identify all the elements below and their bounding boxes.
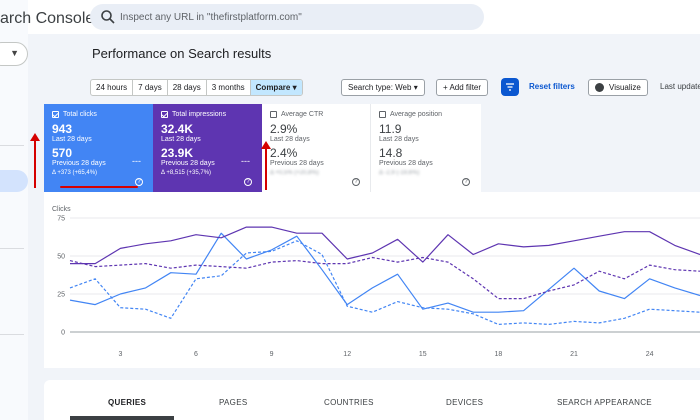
date-range-selector: 24 hours 7 days 28 days 3 months Compare…	[90, 79, 303, 96]
annotation-arrow	[261, 141, 271, 190]
filter-lines-icon	[506, 83, 514, 91]
ctr-previous-value: 2.4%	[270, 146, 298, 160]
help-icon[interactable]: ?	[244, 178, 252, 186]
range-7-days[interactable]: 7 days	[133, 80, 168, 95]
position-previous-value: 14.8	[379, 146, 403, 160]
checkbox-checked-icon	[52, 111, 59, 118]
visualize-button[interactable]: Visualize	[588, 79, 648, 96]
x-tick-label: 12	[343, 351, 351, 358]
x-tick-label: 24	[646, 351, 654, 358]
dashed-line-legend-icon: ---	[132, 156, 141, 166]
chevron-down-icon: ▾	[292, 83, 297, 92]
clicks-current-value: 943	[52, 122, 73, 136]
dimension-tabs	[44, 380, 700, 420]
tab-pages[interactable]: PAGES	[219, 398, 248, 407]
x-tick-label: 9	[270, 351, 274, 358]
impressions-delta: Δ +8,515 (+35,7%)	[161, 170, 212, 176]
left-nav	[0, 0, 28, 420]
dashed-line-legend-icon: ---	[241, 156, 250, 166]
last-updated-text: Last update	[660, 82, 700, 91]
sidebar-item-performance[interactable]	[0, 170, 28, 192]
help-icon[interactable]: ?	[352, 178, 360, 186]
metric-card-total-clicks[interactable]: Total clicks 943 Last 28 days 570 Previo…	[44, 104, 153, 192]
chevron-down-icon: ▼	[10, 48, 19, 58]
chart-card	[44, 192, 700, 368]
position-delta: Δ -2,9 (-19,6%)	[379, 170, 420, 176]
tab-devices[interactable]: DEVICES	[446, 398, 484, 407]
ctr-delta: Δ +0,5% (+20,8%)	[270, 170, 319, 176]
chevron-down-icon: ▾	[413, 83, 418, 92]
search-type-button[interactable]: Search type: Web ▾	[341, 79, 425, 96]
tab-search-appearance[interactable]: SEARCH APPEARANCE	[557, 398, 652, 407]
app-title: arch Console	[0, 10, 95, 27]
y-tick-label: 25	[57, 292, 65, 299]
y-tick-label: 50	[57, 254, 65, 261]
impressions-current-value: 32.4K	[161, 122, 194, 136]
x-tick-label: 3	[118, 351, 122, 358]
property-selector[interactable]: ▼	[0, 42, 28, 66]
compare-button[interactable]: Compare ▾	[250, 80, 302, 95]
search-icon	[101, 10, 115, 24]
x-tick-label: 6	[194, 351, 198, 358]
annotation-arrow	[30, 133, 40, 188]
range-28-days[interactable]: 28 days	[168, 80, 207, 95]
series-line-3	[69, 256, 700, 300]
nav-divider	[0, 334, 24, 335]
nav-divider	[0, 145, 24, 146]
metric-card-average-ctr[interactable]: Average CTR 2.9% Last 28 days 2.4% Previ…	[262, 104, 371, 192]
active-tab-indicator	[70, 416, 174, 420]
metric-card-total-impressions[interactable]: Total impressions 32.4K Last 28 days 23.…	[153, 104, 262, 192]
x-tick-label: 15	[419, 351, 427, 358]
nav-divider	[0, 248, 24, 249]
clicks-delta: Δ +373 (+65,4%)	[52, 170, 98, 176]
ctr-current-value: 2.9%	[270, 122, 298, 136]
reset-filters-link[interactable]: Reset filters	[529, 82, 575, 91]
x-tick-label: 18	[495, 351, 503, 358]
series-line-2	[70, 226, 700, 265]
page-title: Performance on Search results	[92, 46, 272, 61]
position-current-value: 11.9	[379, 122, 402, 136]
x-tick-label: 21	[570, 351, 578, 358]
checkbox-unchecked-icon	[379, 111, 386, 118]
range-3-months[interactable]: 3 months	[207, 80, 251, 95]
y-axis-label: Clicks	[52, 206, 71, 213]
filter-icon[interactable]	[501, 78, 519, 96]
search-input[interactable]	[120, 8, 470, 26]
checkbox-unchecked-icon	[270, 111, 277, 118]
clicks-previous-value: 570	[52, 146, 73, 160]
y-tick-label: 75	[57, 216, 65, 223]
series-line-1	[69, 240, 700, 326]
help-icon[interactable]: ?	[462, 178, 470, 186]
annotation-underline	[60, 186, 138, 188]
tab-queries[interactable]: QUERIES	[108, 398, 147, 407]
range-24-hours[interactable]: 24 hours	[91, 80, 134, 95]
performance-chart: Clicks 0 25 50 75 3 6 9 12 15 18 21 24	[52, 206, 700, 358]
url-inspect-bar[interactable]	[90, 4, 484, 30]
add-filter-button[interactable]: + Add filter	[436, 79, 489, 96]
y-tick-label: 0	[61, 330, 65, 337]
tab-countries[interactable]: COUNTRIES	[324, 398, 374, 407]
visualize-icon	[595, 83, 604, 92]
help-icon[interactable]: ?	[135, 178, 143, 186]
impressions-previous-value: 23.9K	[161, 146, 194, 160]
series-line-0	[69, 232, 700, 313]
metric-card-average-position[interactable]: Average position 11.9 Last 28 days 14.8 …	[371, 104, 480, 192]
checkbox-checked-icon	[161, 111, 168, 118]
